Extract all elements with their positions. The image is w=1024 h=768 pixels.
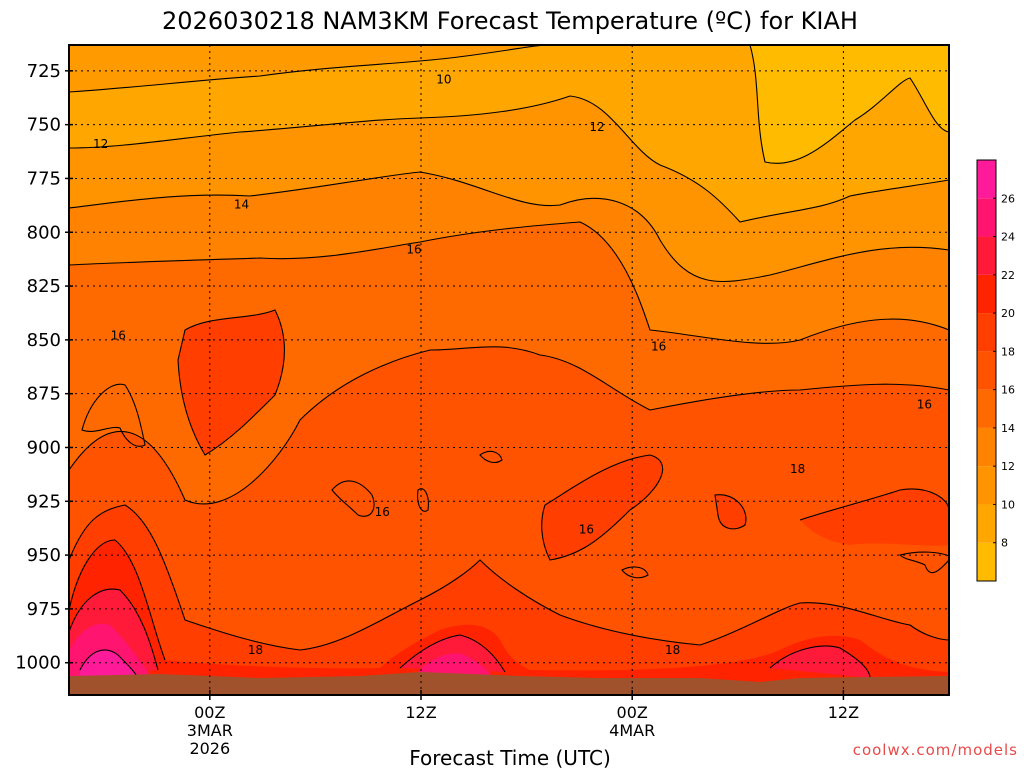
contour-label: 16: [406, 242, 421, 256]
colorbar-swatch: [977, 427, 996, 467]
colorbar-label: 8: [1001, 537, 1008, 550]
plot-frame: [68, 44, 950, 696]
colorbar: 8 10 12 14 16 18 20 22 24 26: [976, 159, 1015, 582]
contour-label: 10: [436, 72, 451, 86]
colorbar-label: 14: [1001, 422, 1015, 435]
x-tick-label: 3MAR: [187, 721, 233, 740]
band-6-8: [750, 45, 949, 164]
contour-label: 16: [579, 522, 594, 536]
x-tick-label: 00Z: [194, 703, 225, 722]
colorbar-label: 22: [1001, 269, 1015, 282]
band-6-8-upper: [69, 45, 545, 92]
y-tick-label: 850: [27, 330, 61, 351]
warm-pocket-right: [541, 455, 663, 560]
contour-label: 14: [234, 197, 249, 211]
band-8-10: [69, 45, 949, 222]
x-tick-label: 4MAR: [609, 721, 655, 740]
x-axis-label: Forecast Time (UTC): [409, 746, 611, 768]
plot-area: [69, 45, 949, 695]
colorbar-label: 24: [1001, 231, 1015, 244]
x-tick-label: 2026: [189, 739, 230, 758]
contour-label: 18: [665, 643, 680, 657]
colorbar-label: 10: [1001, 498, 1015, 511]
colorbar-swatch: [977, 274, 996, 314]
colorbar-frame: [976, 159, 997, 582]
ground-surface: [69, 672, 949, 695]
y-tick-label: 800: [27, 222, 61, 243]
contour-label: 16: [917, 397, 932, 411]
y-tick-label: 725: [27, 61, 61, 82]
y-tick-label: 775: [27, 168, 61, 189]
x-tick-label: 12Z: [405, 703, 436, 722]
x-tick-label: 12Z: [828, 703, 859, 722]
colorbar-swatch: [977, 542, 996, 581]
contour-lines: [69, 45, 949, 679]
contour-label: 16: [111, 329, 126, 343]
warm-pocket-far-right: [715, 489, 949, 546]
contour-label: 12: [589, 120, 604, 134]
colorbar-label: 12: [1001, 460, 1015, 473]
y-tick-label: 925: [27, 491, 61, 512]
contour-label: 12: [93, 137, 108, 151]
chart-title: 2026030218 NAM3KM Forecast Temperature (…: [162, 7, 858, 35]
y-tick-label: 975: [27, 599, 61, 620]
band-18-20: [69, 505, 949, 695]
colorbar-swatch: [977, 466, 996, 505]
credit-link[interactable]: coolwx.com/models: [853, 741, 1018, 759]
colorbar-swatch: [977, 198, 996, 237]
contour-label: 16: [651, 339, 666, 353]
colorbar-swatch: [977, 504, 996, 543]
colorbar-label: 20: [1001, 307, 1015, 320]
colorbar-swatch: [977, 236, 996, 275]
y-tick-label: 750: [27, 115, 61, 136]
colorbar-swatch: [977, 389, 996, 428]
y-axis: 725 750 775 800 825 850 875 900 925 950 975 1000: [15, 61, 73, 674]
x-tick-label: 00Z: [617, 703, 648, 722]
y-tick-label: 900: [27, 437, 61, 458]
contour-label: 18: [248, 643, 263, 657]
contour-label: 16: [375, 505, 390, 519]
warm-pocket-center-left: [178, 310, 285, 455]
y-tick-label: 875: [27, 384, 61, 405]
colorbar-swatch: [977, 313, 996, 352]
y-tick-label: 950: [27, 545, 61, 566]
colorbar-label: 16: [1001, 384, 1015, 397]
y-tick-label: 825: [27, 276, 61, 297]
grid-lines: [69, 45, 949, 695]
colorbar-swatch: [977, 351, 996, 390]
contour-labels: 101212814161616161816161818: [93, 72, 932, 657]
colorbar-swatch: [977, 160, 996, 199]
colorbar-label: 18: [1001, 345, 1015, 358]
band-26-28: [80, 650, 138, 680]
y-tick-label: 1000: [15, 653, 61, 674]
contour-label: 18: [790, 462, 805, 476]
colorbar-label: 26: [1001, 192, 1015, 205]
